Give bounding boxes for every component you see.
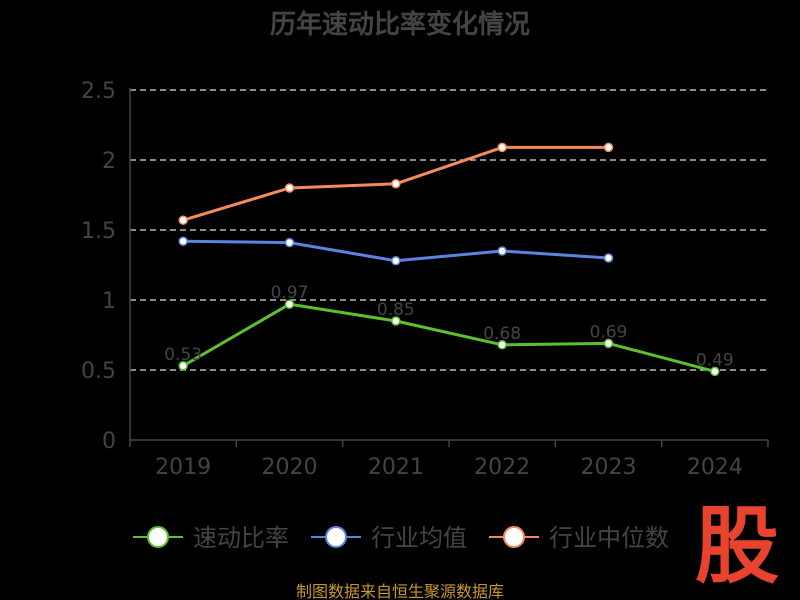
data-point-0-1	[284, 299, 295, 309]
data-label-0-5: 0.49	[696, 350, 734, 370]
chart-title: 历年速动比率变化情况	[270, 9, 530, 40]
y-tick-label-2: 1	[102, 289, 116, 314]
data-point-2-2	[391, 179, 401, 189]
data-label-0-2: 0.85	[377, 300, 415, 320]
x-tick-label-3: 2022	[474, 455, 530, 480]
data-point-2-4	[603, 142, 614, 153]
data-label-0-3: 0.68	[483, 324, 521, 344]
data-point-0-5	[710, 366, 720, 377]
legend-marker-0	[147, 526, 169, 548]
legend-label-0: 速动比率	[193, 524, 289, 552]
data-point-1-0	[178, 236, 188, 246]
data-point-2-3	[497, 142, 507, 153]
y-tick-label-4: 2	[102, 149, 116, 174]
data-label-0-4: 0.69	[590, 322, 628, 342]
y-tick-label-0: 0	[102, 429, 116, 454]
legend-label-1: 行业均值	[371, 524, 467, 552]
data-point-1-3	[497, 246, 507, 256]
grid-lines	[130, 89, 768, 371]
data-label-0-1: 0.97	[271, 283, 309, 303]
x-tick-label-4: 2023	[581, 455, 637, 480]
series-lines	[178, 142, 720, 377]
legend-marker-1	[325, 526, 347, 548]
data-point-0-0	[178, 361, 188, 371]
x-tick-label-0: 2019	[155, 455, 211, 480]
data-point-0-3	[497, 340, 507, 350]
x-tick-label-2: 2021	[368, 455, 424, 480]
y-tick-label-1: 0.5	[81, 359, 116, 384]
data-point-0-2	[391, 316, 401, 326]
data-point-1-2	[391, 256, 401, 266]
data-labels: 0.53 0.97 0.85 0.68 0.69 0.49	[164, 283, 734, 370]
logo-glyph: 股	[695, 497, 779, 595]
legend-label-2: 行业中位数	[549, 524, 669, 552]
data-point-1-1	[284, 237, 295, 248]
x-tick-label-1: 2020	[262, 455, 318, 480]
x-tick-label-5: 2024	[687, 455, 743, 480]
y-tick-label-3: 1.5	[81, 219, 116, 244]
data-point-2-1	[284, 183, 295, 193]
axes: 0 0.5 1 1.5 2 2.5 2019 2020 2021 2022 2023 2024	[81, 79, 769, 480]
data-point-2-0	[178, 215, 188, 225]
y-tick-label-5: 2.5	[81, 79, 116, 104]
legend-marker-2	[503, 526, 525, 548]
data-label-0-0: 0.53	[164, 345, 202, 365]
data-point-1-4	[603, 253, 614, 263]
series-line-0	[182, 302, 716, 373]
source-note: 制图数据来自恒生聚源数据库	[296, 582, 504, 600]
legend: 速动比率 行业均值 行业中位数	[133, 524, 669, 552]
data-point-0-4	[603, 338, 614, 349]
